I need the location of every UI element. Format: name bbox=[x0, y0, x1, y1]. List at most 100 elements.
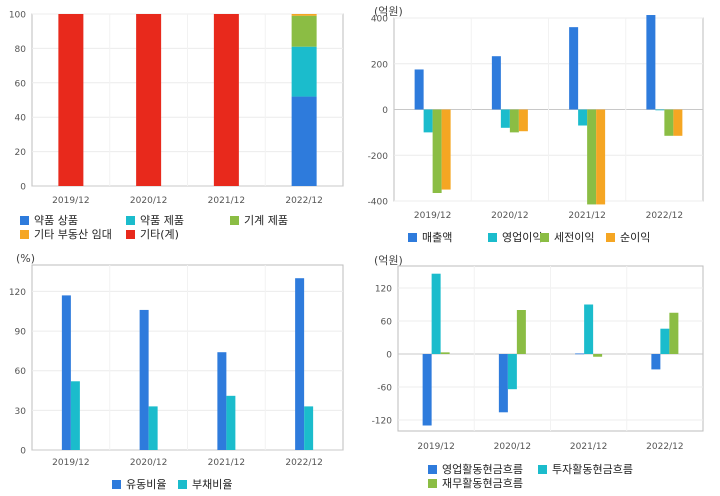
ratios-chart: 0 30 60 90 120 2019/12 2020/12 2021/12 2022/12 bbox=[9, 264, 344, 468]
bar-영업활동현금흐름 bbox=[651, 354, 661, 370]
bar-순이익 bbox=[596, 109, 606, 205]
legend-item: 약품 제품 bbox=[126, 212, 184, 228]
legend-swatch bbox=[428, 464, 437, 474]
bar-투자활동현금흐름 bbox=[431, 273, 441, 354]
y-tick-label: -60 bbox=[377, 384, 392, 394]
cashflow-chart: -120 -60 0 60 120 2019/12 2020/12 2021/12 2022/1… bbox=[372, 265, 704, 452]
legend-label: 부채비율 bbox=[192, 478, 233, 491]
y-tick-label: 20 bbox=[15, 148, 27, 158]
bar-순이익 bbox=[441, 109, 451, 190]
legend-label: 투자활동현금흐름 bbox=[552, 463, 633, 476]
y-tick-label: 0 bbox=[20, 183, 26, 193]
bar-재무활동현금흐름 bbox=[516, 310, 526, 354]
bar-순이익 bbox=[673, 109, 683, 136]
y-tick-label: -400 bbox=[368, 198, 389, 208]
y-tick-label: 0 bbox=[20, 447, 26, 457]
bar-영업이익 bbox=[500, 109, 510, 128]
legend-swatch bbox=[178, 479, 187, 489]
y-tick-label: -120 bbox=[372, 417, 393, 427]
bar-기계 제품 bbox=[291, 15, 317, 47]
bar-기타 부동산 임대 bbox=[291, 14, 317, 16]
legend-swatch bbox=[606, 232, 615, 242]
bar-영업이익 bbox=[578, 109, 588, 126]
legend-label: 순이익 bbox=[620, 231, 651, 244]
bar-유동비율 bbox=[61, 295, 71, 450]
legend-item: 영업이익 bbox=[488, 229, 542, 245]
y-tick-label: 120 bbox=[375, 285, 392, 295]
y-tick-label: 60 bbox=[15, 79, 27, 89]
x-tick-label: 2020/12 bbox=[494, 442, 531, 452]
bar-기타(계) bbox=[136, 14, 162, 186]
x-tick-label: 2022/12 bbox=[646, 211, 683, 221]
x-tick-label: 2020/12 bbox=[130, 196, 167, 206]
legend-item: 영업활동현금흐름 bbox=[428, 461, 523, 477]
legend-item: 약품 상품 bbox=[20, 212, 78, 228]
bar-유동비율 bbox=[295, 278, 305, 450]
income-chart: -400 -200 0 200 400 2019/12 2020/12 2021/12 2022… bbox=[368, 15, 704, 221]
legend-label: 세전이익 bbox=[554, 231, 595, 244]
x-tick-label: 2021/12 bbox=[570, 442, 607, 452]
x-tick-label: 2019/12 bbox=[414, 211, 451, 221]
bar-세전이익 bbox=[509, 109, 519, 133]
legend-swatch bbox=[126, 215, 135, 225]
legend-label: 영업활동현금흐름 bbox=[442, 463, 523, 476]
legend-item: 기계 제품 bbox=[230, 212, 288, 228]
legend-item: 재무활동현금흐름 bbox=[428, 475, 523, 491]
y-tick-label: 30 bbox=[15, 407, 27, 417]
x-tick-label: 2021/12 bbox=[568, 211, 605, 221]
legend-swatch bbox=[428, 478, 437, 488]
legend-label: 기계 제품 bbox=[244, 214, 288, 227]
bar-유동비율 bbox=[139, 309, 149, 450]
bar-기타(계) bbox=[58, 14, 84, 186]
y-tick-label: 0 bbox=[386, 351, 392, 361]
legend-label: 기타 부동산 임대 bbox=[34, 228, 112, 241]
legend-swatch bbox=[20, 215, 29, 225]
bar-영업활동현금흐름 bbox=[575, 353, 585, 355]
y-tick-label: 80 bbox=[15, 45, 27, 55]
bar-부채비율 bbox=[304, 406, 314, 450]
legend-swatch bbox=[538, 464, 547, 474]
bar-영업활동현금흐름 bbox=[498, 354, 508, 413]
x-tick-label: 2019/12 bbox=[52, 458, 89, 468]
x-tick-label: 2021/12 bbox=[208, 196, 245, 206]
bar-투자활동현금흐름 bbox=[507, 354, 517, 390]
bar-부채비율 bbox=[226, 395, 236, 450]
legend-item: 부채비율 bbox=[178, 476, 232, 492]
x-tick-label: 2022/12 bbox=[285, 196, 322, 206]
x-tick-label: 2019/12 bbox=[52, 196, 89, 206]
bar-부채비율 bbox=[148, 406, 158, 450]
product-mix-chart: 0 20 40 60 80 100 2019/12 2020/12 2021/12 2022/12 bbox=[9, 11, 344, 206]
legend-swatch bbox=[540, 232, 549, 242]
y-tick-label: 100 bbox=[9, 11, 26, 21]
bar-매출액 bbox=[414, 69, 424, 110]
x-tick-label: 2019/12 bbox=[417, 442, 454, 452]
x-tick-label: 2022/12 bbox=[285, 458, 322, 468]
income-unit-label: (억원) bbox=[374, 5, 403, 18]
legend-swatch bbox=[488, 232, 497, 242]
bar-약품 제품 bbox=[291, 46, 317, 97]
legend-item: 기타(계) bbox=[126, 226, 179, 242]
legend-swatch bbox=[408, 232, 417, 242]
bar-기타(계) bbox=[213, 14, 239, 186]
bar-세전이익 bbox=[432, 109, 442, 193]
legend-swatch bbox=[126, 229, 135, 239]
bar-투자활동현금흐름 bbox=[660, 328, 670, 354]
chart-panel-product-mix: 0 20 40 60 80 100 2019/12 2020/12 2021/12 2022/12… bbox=[0, 0, 360, 248]
x-tick-label: 2020/12 bbox=[130, 458, 167, 468]
y-tick-label: 200 bbox=[371, 60, 388, 70]
bar-투자활동현금흐름 bbox=[584, 304, 594, 354]
legend-item: 기타 부동산 임대 bbox=[20, 226, 112, 242]
y-tick-label: 0 bbox=[382, 106, 388, 116]
bar-매출액 bbox=[491, 56, 501, 110]
legend-label: 기타(계) bbox=[140, 228, 179, 241]
legend-swatch bbox=[20, 229, 29, 239]
y-tick-label: 400 bbox=[371, 15, 388, 25]
y-tick-label: 40 bbox=[15, 114, 27, 124]
ratios-unit-label: (%) bbox=[16, 252, 36, 265]
legend-swatch bbox=[230, 215, 239, 225]
bar-재무활동현금흐름 bbox=[440, 352, 450, 354]
legend-label: 영업이익 bbox=[502, 231, 543, 244]
legend-item: 순이익 bbox=[606, 229, 650, 245]
chart-panel-income: (억원) -400 -200 0 200 400 2019/12 2020/12 2021/1… bbox=[360, 0, 720, 248]
bar-유동비율 bbox=[217, 352, 227, 450]
